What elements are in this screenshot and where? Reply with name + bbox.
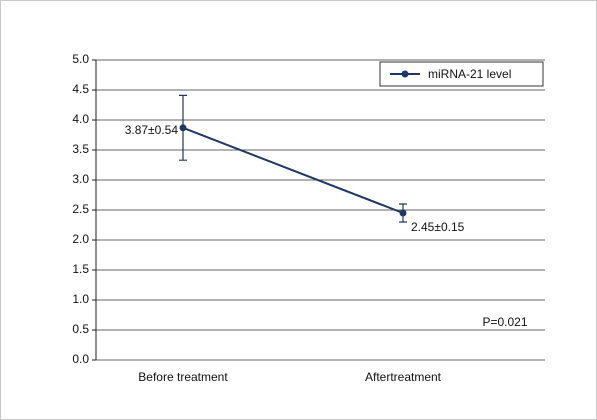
x-tick-label: Aftertreatment [365,370,442,384]
y-tick-label: 3.0 [72,172,89,186]
y-tick-label: 0.0 [72,352,89,366]
value-label: 2.45±0.15 [411,220,465,234]
y-tick-label: 0.5 [72,322,89,336]
point [179,124,187,132]
x-tick-label: Before treatment [138,370,228,384]
y-tick-label: 5.0 [72,52,89,66]
y-tick-label: 2.0 [72,232,89,246]
y-tick-label: 1.5 [72,262,89,276]
legend-label: miRNA-21 level [428,67,511,81]
y-tick-label: 1.0 [72,292,89,306]
y-tick-label: 4.5 [72,82,89,96]
value-label: 3.87±0.54 [125,123,179,137]
legend-marker [401,70,409,78]
annotation: P=0.021 [482,315,527,329]
y-tick-label: 2.5 [72,202,89,216]
line [182,126,404,214]
y-tick-label: 3.5 [72,142,89,156]
y-tick-label: 4.0 [72,112,89,126]
point [399,209,407,217]
